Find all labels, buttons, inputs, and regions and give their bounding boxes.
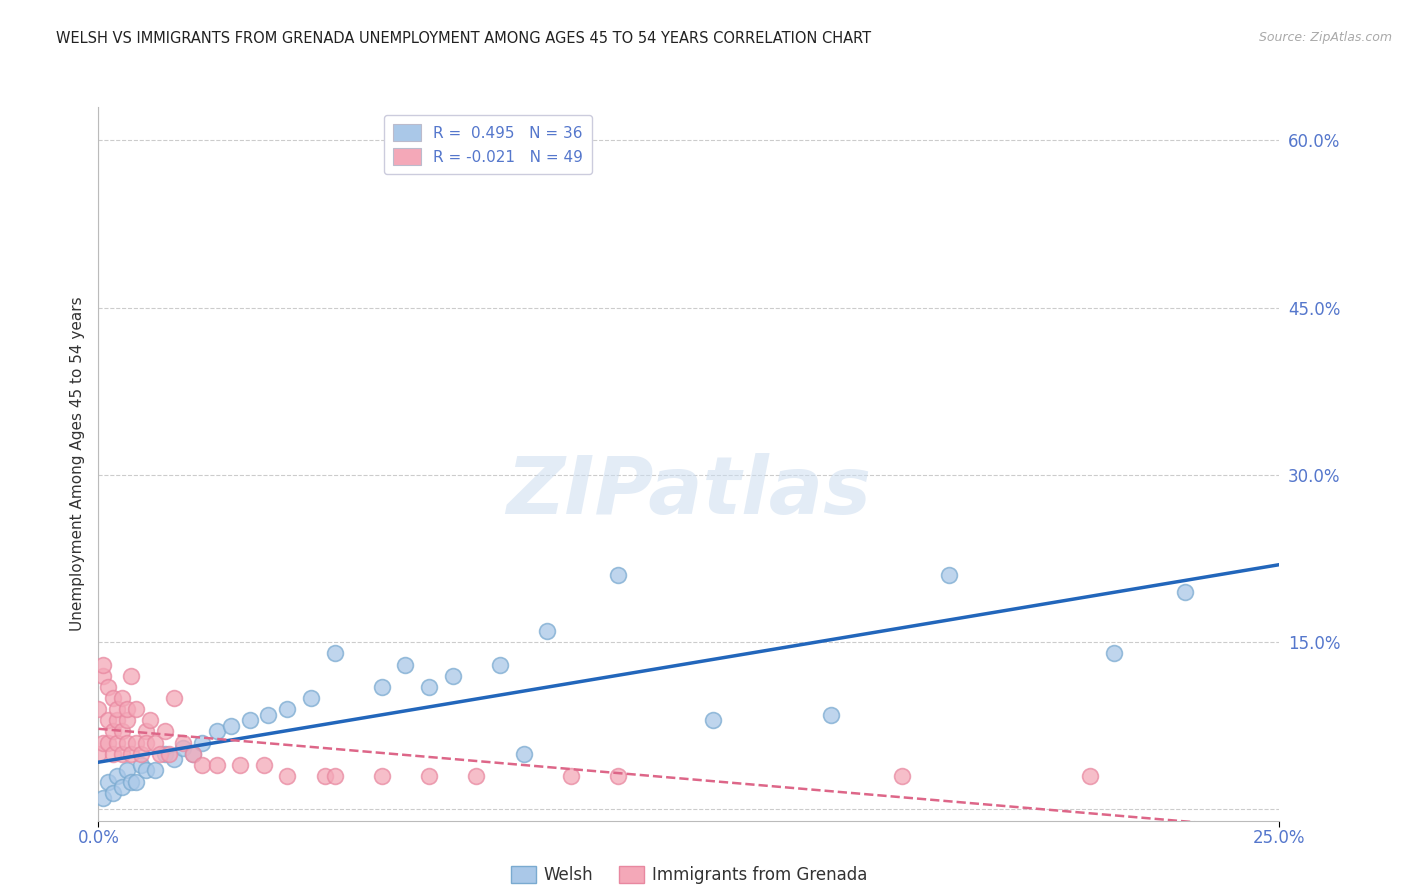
Point: [125, 774, 148, 789]
Point: [153, 724, 176, 739]
Point: [97, 735, 120, 749]
Point: [205, 757, 228, 772]
Point: [607, 568, 630, 582]
Point: [489, 657, 512, 672]
Point: [191, 735, 214, 749]
Point: [181, 747, 204, 761]
Point: [97, 714, 120, 728]
Point: [111, 690, 134, 705]
Point: [702, 714, 724, 728]
Point: [115, 714, 138, 728]
Point: [239, 714, 262, 728]
Point: [115, 735, 138, 749]
Point: [111, 780, 134, 794]
Point: [105, 769, 128, 783]
Point: [143, 735, 166, 749]
Text: Source: ZipAtlas.com: Source: ZipAtlas.com: [1258, 31, 1392, 45]
Point: [129, 747, 152, 761]
Point: [91, 657, 114, 672]
Point: [418, 769, 440, 783]
Point: [172, 735, 194, 749]
Legend: Welsh, Immigrants from Grenada: Welsh, Immigrants from Grenada: [503, 859, 875, 891]
Point: [418, 680, 440, 694]
Point: [1174, 585, 1197, 599]
Point: [125, 735, 148, 749]
Point: [139, 714, 162, 728]
Point: [111, 747, 134, 761]
Point: [172, 741, 194, 756]
Point: [536, 624, 558, 639]
Point: [820, 707, 842, 722]
Point: [101, 786, 124, 800]
Point: [890, 769, 912, 783]
Point: [191, 757, 214, 772]
Point: [276, 702, 298, 716]
Text: WELSH VS IMMIGRANTS FROM GRENADA UNEMPLOYMENT AMONG AGES 45 TO 54 YEARS CORRELAT: WELSH VS IMMIGRANTS FROM GRENADA UNEMPLO…: [56, 31, 872, 46]
Point: [87, 747, 110, 761]
Point: [153, 747, 176, 761]
Point: [91, 735, 114, 749]
Point: [181, 747, 204, 761]
Point: [1080, 769, 1102, 783]
Point: [121, 747, 143, 761]
Point: [101, 724, 124, 739]
Point: [121, 774, 143, 789]
Point: [163, 690, 186, 705]
Point: [163, 752, 186, 766]
Point: [394, 657, 416, 672]
Point: [276, 769, 298, 783]
Point: [91, 791, 114, 805]
Point: [97, 680, 120, 694]
Point: [314, 769, 336, 783]
Point: [205, 724, 228, 739]
Point: [371, 769, 394, 783]
Text: ZIPatlas: ZIPatlas: [506, 453, 872, 532]
Point: [299, 690, 322, 705]
Point: [129, 757, 152, 772]
Point: [560, 769, 582, 783]
Point: [111, 724, 134, 739]
Point: [371, 680, 394, 694]
Point: [607, 769, 630, 783]
Point: [97, 774, 120, 789]
Point: [1102, 646, 1125, 660]
Point: [125, 702, 148, 716]
Point: [465, 769, 488, 783]
Point: [149, 747, 172, 761]
Point: [115, 764, 138, 778]
Point: [101, 747, 124, 761]
Point: [512, 747, 534, 761]
Point: [87, 702, 110, 716]
Point: [157, 747, 180, 761]
Point: [135, 724, 157, 739]
Point: [105, 702, 128, 716]
Y-axis label: Unemployment Among Ages 45 to 54 years: Unemployment Among Ages 45 to 54 years: [69, 296, 84, 632]
Point: [135, 764, 157, 778]
Point: [115, 702, 138, 716]
Point: [91, 669, 114, 683]
Point: [143, 764, 166, 778]
Point: [323, 646, 346, 660]
Point: [253, 757, 276, 772]
Point: [105, 735, 128, 749]
Point: [135, 735, 157, 749]
Point: [105, 714, 128, 728]
Point: [257, 707, 280, 722]
Point: [101, 690, 124, 705]
Point: [441, 669, 464, 683]
Point: [121, 669, 143, 683]
Point: [229, 757, 252, 772]
Point: [938, 568, 960, 582]
Point: [219, 719, 242, 733]
Point: [323, 769, 346, 783]
